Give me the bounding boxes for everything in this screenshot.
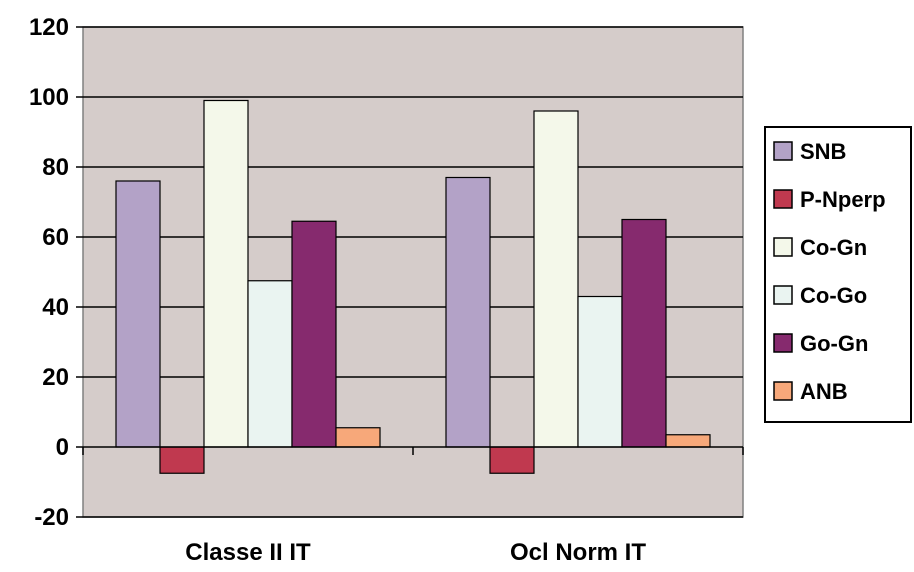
bar-co-go (247, 280, 293, 448)
y-tick-label: 120 (29, 14, 69, 41)
bars (115, 99, 711, 474)
bar-co-gn (533, 110, 579, 448)
legend-swatch (773, 333, 793, 353)
y-tick-label: 0 (56, 434, 69, 461)
legend-swatch (773, 237, 793, 257)
category-labels: Classe II IT Ocl Norm IT (185, 539, 646, 566)
legend-label: P-Nperp (800, 187, 886, 212)
legend: SNB P-Nperp Co-Gn Co-Go Go-Gn ANB (764, 126, 912, 423)
bar-go-gn (621, 218, 667, 448)
bar-snb (115, 180, 161, 448)
bar-p-nperp (489, 446, 535, 474)
y-tick-label: 40 (42, 294, 69, 321)
y-tick-label: 60 (42, 224, 69, 251)
y-tick-label: -20 (34, 504, 69, 531)
bar-snb (445, 176, 491, 448)
legend-label: SNB (800, 139, 846, 164)
legend-swatch (773, 285, 793, 305)
category-label: Ocl Norm IT (510, 539, 646, 566)
y-tick-label: 100 (29, 84, 69, 111)
legend-label: Co-Gn (800, 235, 867, 260)
category-label: Classe II IT (185, 539, 311, 566)
legend-swatch (773, 189, 793, 209)
legend-label: ANB (800, 379, 848, 404)
legend-box (764, 126, 912, 423)
bar-co-gn (203, 99, 249, 448)
legend-label: Co-Go (800, 283, 867, 308)
y-tick-label: 80 (42, 154, 69, 181)
legend-label: Go-Gn (800, 331, 868, 356)
bar-co-go (577, 295, 623, 448)
y-tick-label: 20 (42, 364, 69, 391)
x-axis-ticks (82, 447, 744, 455)
bar-p-nperp (159, 446, 205, 474)
legend-swatch (773, 141, 793, 161)
y-axis-tick-labels: -20 0 20 40 60 80 100 120 (29, 14, 69, 531)
bar-go-gn (291, 220, 337, 448)
bar-anb (335, 427, 381, 448)
bar-anb (665, 434, 711, 448)
legend-swatch (773, 381, 793, 401)
